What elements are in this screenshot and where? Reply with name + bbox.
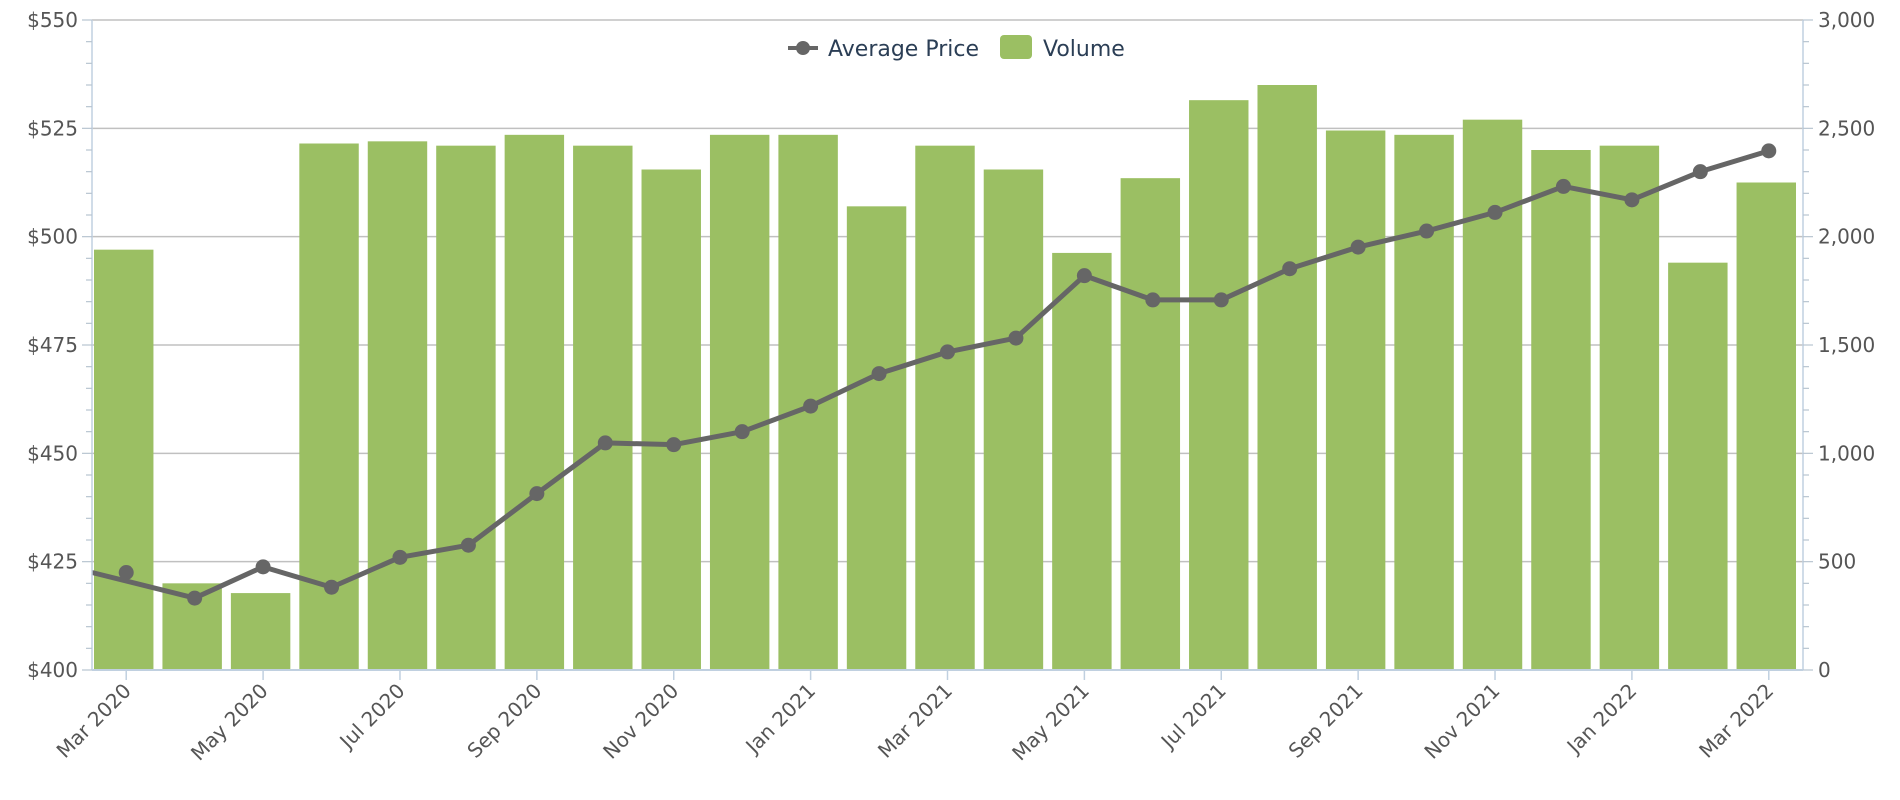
x-tick-label: Jul 2020 bbox=[334, 679, 410, 755]
average-price-point bbox=[1555, 178, 1571, 194]
volume-bar bbox=[230, 593, 291, 670]
average-price-point bbox=[324, 579, 340, 595]
average-price-point bbox=[1487, 204, 1503, 220]
right-tick-label: 1,500 bbox=[1818, 333, 1875, 357]
average-price-point bbox=[392, 549, 408, 565]
average-price-point bbox=[803, 398, 819, 414]
average-price-point bbox=[597, 435, 613, 451]
left-tick-label: $450 bbox=[27, 441, 78, 465]
volume-bar bbox=[367, 141, 428, 671]
x-tick-label: Nov 2021 bbox=[1419, 679, 1504, 764]
average-price-point bbox=[118, 565, 134, 580]
average-price-point bbox=[1213, 292, 1229, 308]
volume-bar bbox=[1325, 130, 1386, 670]
right-tick-label: 3,000 bbox=[1818, 8, 1875, 32]
volume-bars bbox=[94, 85, 1796, 671]
average-price-point bbox=[666, 437, 682, 453]
right-tick-label: 2,500 bbox=[1818, 116, 1875, 140]
volume-bar bbox=[504, 134, 565, 671]
right-axis-ticks: 0 500 1,000 1,500 2,000 2,500 3,000 bbox=[1818, 8, 1875, 682]
volume-bar bbox=[94, 249, 154, 670]
average-price-point bbox=[1419, 223, 1435, 239]
volume-bar bbox=[1257, 85, 1317, 670]
left-axis-ticks: $400 $425 $450 $475 $500 $525 $550 bbox=[27, 8, 78, 682]
legend-bar-swatch bbox=[1000, 35, 1032, 59]
volume-bar bbox=[573, 145, 633, 670]
left-tick-label: $500 bbox=[27, 225, 78, 249]
x-tick-label: Nov 2020 bbox=[598, 679, 683, 764]
x-tick-label: Jul 2021 bbox=[1155, 679, 1231, 755]
volume-bar bbox=[1668, 262, 1728, 670]
x-tick-label: Mar 2022 bbox=[1694, 679, 1778, 763]
legend-label-average-price: Average Price bbox=[828, 37, 979, 62]
x-axis-ticks: Mar 2020 May 2020 Jul 2020 Sep 2020 Nov 2020… bbox=[52, 670, 1778, 766]
left-tick-label: $525 bbox=[27, 116, 78, 140]
volume-bar bbox=[1599, 145, 1660, 670]
average-price-point bbox=[1624, 192, 1640, 208]
volume-bar bbox=[1736, 182, 1796, 670]
average-price-line-group bbox=[91, 143, 1777, 606]
average-price-point bbox=[734, 424, 750, 440]
volume-bar bbox=[983, 169, 1044, 670]
volume-bar bbox=[846, 206, 907, 671]
x-tick-label: Sep 2020 bbox=[462, 679, 546, 763]
right-tick-label: 0 bbox=[1818, 658, 1831, 682]
left-tick-label: $550 bbox=[27, 8, 78, 32]
right-tick-label: 1,000 bbox=[1818, 441, 1875, 465]
x-tick-label: Mar 2020 bbox=[52, 679, 136, 763]
right-tick-label: 500 bbox=[1818, 550, 1856, 574]
volume-bar bbox=[709, 134, 770, 671]
average-price-point bbox=[460, 537, 476, 553]
x-tick-label: Mar 2021 bbox=[873, 679, 957, 763]
average-price-point bbox=[940, 344, 955, 360]
volume-bar bbox=[641, 169, 701, 670]
average-price-point bbox=[255, 559, 271, 575]
average-price-point bbox=[1761, 143, 1777, 159]
volume-bar bbox=[1531, 150, 1591, 670]
average-price-point bbox=[1692, 164, 1708, 180]
legend-line-dot bbox=[796, 41, 810, 55]
volume-bar bbox=[1120, 178, 1181, 670]
left-tick-label: $400 bbox=[27, 658, 78, 682]
volume-bar bbox=[1394, 134, 1454, 671]
x-tick-label: Sep 2021 bbox=[1284, 679, 1368, 763]
x-tick-label: Jan 2021 bbox=[739, 679, 820, 760]
right-tick-label: 2,000 bbox=[1818, 225, 1875, 249]
x-tick-label: May 2020 bbox=[186, 679, 273, 766]
average-price-point bbox=[1076, 268, 1092, 284]
volume-bar bbox=[915, 145, 975, 670]
average-price-point bbox=[1282, 261, 1298, 277]
average-price-point bbox=[529, 486, 545, 502]
volume-bar bbox=[1189, 100, 1249, 670]
volume-bar bbox=[436, 145, 496, 670]
legend-label-volume: Volume bbox=[1043, 37, 1125, 62]
average-price-point bbox=[1350, 239, 1366, 255]
average-price-point bbox=[187, 590, 203, 606]
volume-bar bbox=[1462, 119, 1523, 670]
left-tick-label: $425 bbox=[27, 550, 78, 574]
legend: Average Price Volume bbox=[788, 35, 1125, 62]
average-price-point bbox=[871, 366, 887, 382]
average-price-point bbox=[1145, 292, 1161, 308]
average-price-point bbox=[1008, 330, 1024, 346]
x-tick-label: Jan 2022 bbox=[1561, 679, 1642, 760]
x-tick-label: May 2021 bbox=[1007, 679, 1094, 766]
volume-bar bbox=[1052, 252, 1112, 670]
left-tick-label: $475 bbox=[27, 333, 78, 357]
